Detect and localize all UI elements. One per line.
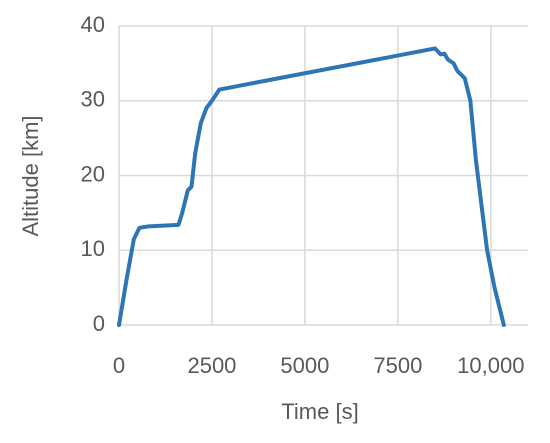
x-tick-label: 2500 <box>187 353 236 378</box>
y-tick-label: 30 <box>81 87 105 112</box>
x-tick-label: 5000 <box>280 353 329 378</box>
y-axis-label: Altitude [km] <box>18 115 43 236</box>
data-line <box>117 46 506 327</box>
x-tick-label: 10,000 <box>457 353 524 378</box>
x-axis-label: Time [s] <box>281 399 358 424</box>
y-tick-label: 10 <box>81 236 105 261</box>
x-tick-label: 7500 <box>373 353 422 378</box>
x-tick-label: 0 <box>113 353 125 378</box>
y-tick-label: 0 <box>93 311 105 336</box>
y-tick-label: 20 <box>81 161 105 186</box>
y-tick-label: 40 <box>81 12 105 37</box>
